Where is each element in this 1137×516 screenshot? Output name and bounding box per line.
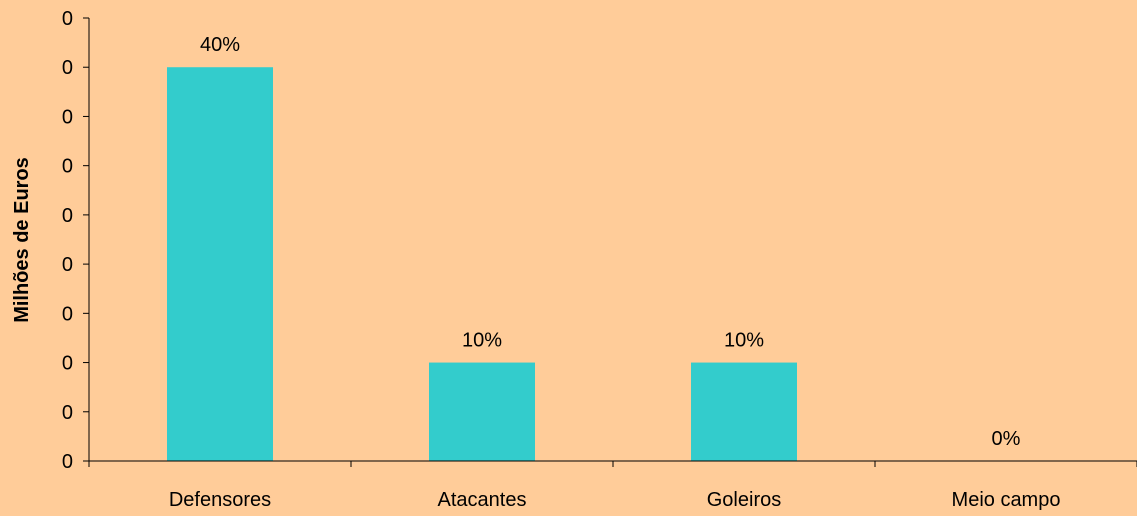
data-label: 0% bbox=[992, 428, 1021, 450]
y-tick-label: 0 bbox=[62, 254, 73, 276]
x-tick-label: Goleiros bbox=[707, 489, 781, 511]
bar-atacantes bbox=[429, 362, 535, 461]
y-tick-label: 0 bbox=[62, 205, 73, 227]
y-tick-label: 0 bbox=[62, 8, 73, 30]
y-tick-label: 0 bbox=[62, 451, 73, 473]
y-tick-label: 0 bbox=[62, 106, 73, 128]
y-tick-label: 0 bbox=[62, 402, 73, 424]
data-label: 10% bbox=[724, 330, 764, 352]
x-tick-label: Defensores bbox=[169, 489, 271, 511]
data-label: 40% bbox=[200, 34, 240, 56]
data-label: 10% bbox=[462, 330, 502, 352]
y-tick-label: 0 bbox=[62, 57, 73, 79]
x-tick-label: Atacantes bbox=[438, 489, 527, 511]
bar-defensores bbox=[167, 67, 273, 461]
x-tick-label: Meio campo bbox=[952, 489, 1061, 511]
bar-goleiros bbox=[691, 362, 797, 461]
y-tick-label: 0 bbox=[62, 156, 73, 178]
y-axis-title: Milhões de Euros bbox=[11, 157, 33, 323]
y-tick-label: 0 bbox=[62, 303, 73, 325]
y-tick-label: 0 bbox=[62, 353, 73, 375]
